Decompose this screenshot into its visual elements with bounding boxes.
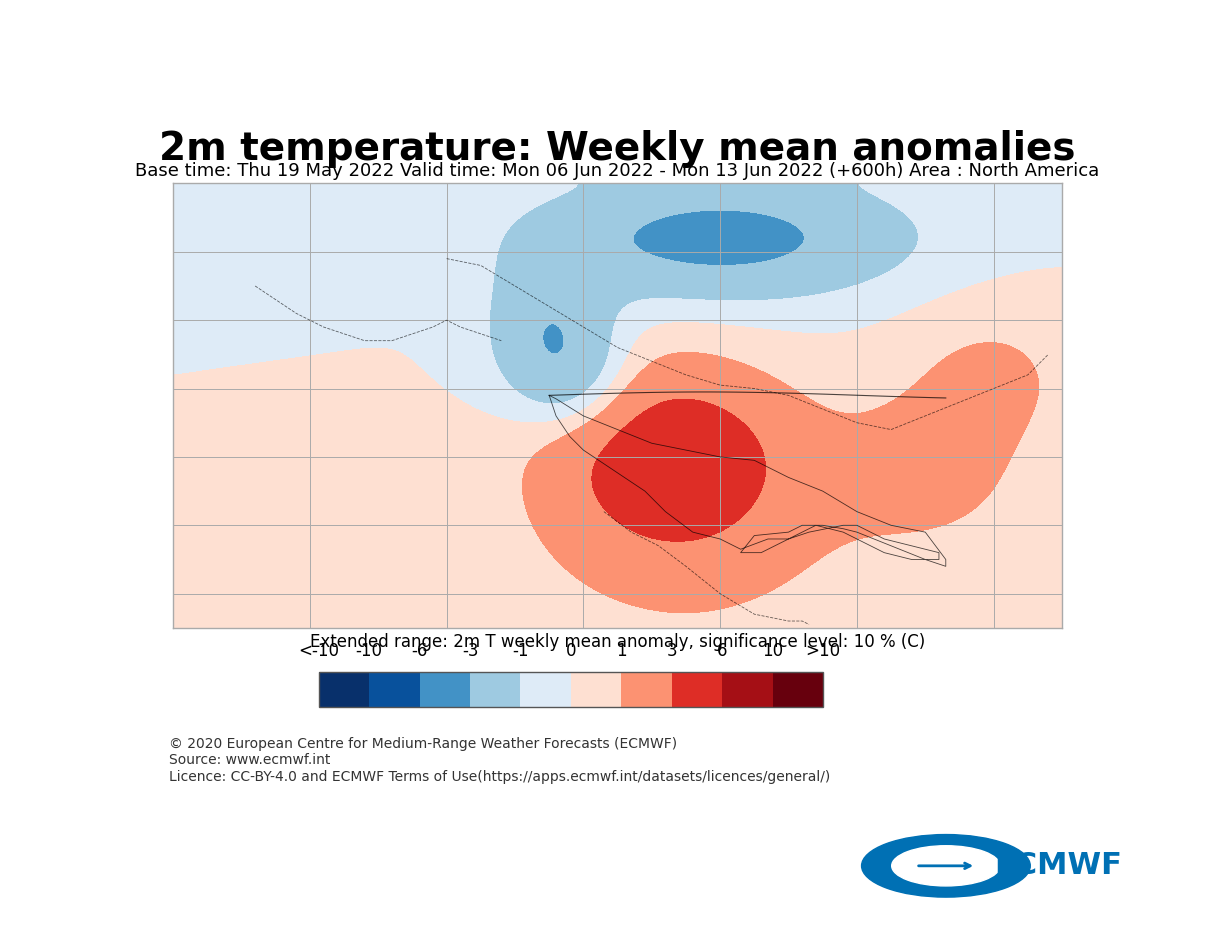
Text: 1: 1 [616,642,627,660]
FancyBboxPatch shape [571,671,622,707]
Bar [318,671,823,707]
Text: 3: 3 [666,642,677,660]
Circle shape [892,845,1000,886]
Text: 0: 0 [565,642,576,660]
Text: -10: -10 [355,642,383,660]
Circle shape [862,834,1030,897]
FancyBboxPatch shape [722,671,772,707]
Text: >10: >10 [805,642,841,660]
Text: Extended range: 2m T weekly mean anomaly, significance level: 10 % (C): Extended range: 2m T weekly mean anomaly… [310,632,925,651]
Text: -6: -6 [411,642,428,660]
Text: <-10: <-10 [298,642,340,660]
Text: -1: -1 [512,642,529,660]
FancyBboxPatch shape [369,671,419,707]
Text: 6: 6 [717,642,728,660]
FancyBboxPatch shape [521,671,571,707]
Text: 10: 10 [762,642,783,660]
FancyBboxPatch shape [318,671,369,707]
FancyBboxPatch shape [772,671,823,707]
Text: ECMWF: ECMWF [994,851,1122,881]
Text: 2m temperature: Weekly mean anomalies: 2m temperature: Weekly mean anomalies [159,129,1076,168]
FancyBboxPatch shape [622,671,671,707]
Text: -3: -3 [462,642,478,660]
FancyBboxPatch shape [419,671,470,707]
Text: Base time: Thu 19 May 2022 Valid time: Mon 06 Jun 2022 - Mon 13 Jun 2022 (+600h): Base time: Thu 19 May 2022 Valid time: M… [135,162,1100,180]
FancyBboxPatch shape [470,671,521,707]
Text: © 2020 European Centre for Medium-Range Weather Forecasts (ECMWF)
Source: www.ec: © 2020 European Centre for Medium-Range … [169,737,830,784]
FancyBboxPatch shape [671,671,722,707]
